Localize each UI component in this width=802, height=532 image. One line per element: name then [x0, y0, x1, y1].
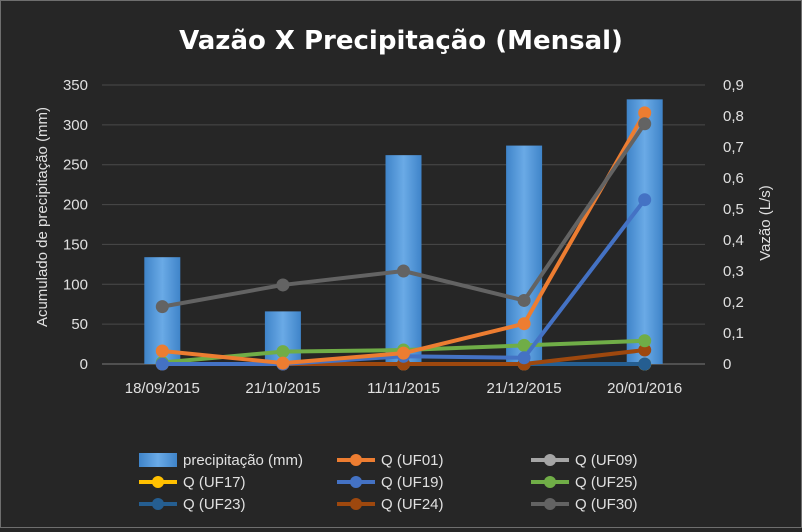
precipitation-bar [385, 155, 422, 364]
legend-label: Q (UF01) [381, 452, 444, 469]
right-tick-label: 0,8 [723, 108, 744, 125]
legend-label: Q (UF19) [381, 474, 444, 491]
legend-swatch-marker [350, 476, 362, 488]
legend-swatch-marker [544, 498, 556, 510]
legend: precipitação (mm) Q (UF01) Q (UF09) Q (UF17… [139, 452, 638, 513]
legend-swatch-marker [152, 498, 164, 510]
flow-series-lines [155, 106, 652, 371]
x-axis-ticks: 18/09/2015 21/10/2015 11/11/2015 21/12/2015… [125, 380, 682, 397]
legend-swatch-bar [139, 453, 177, 467]
legend-swatch-marker [350, 454, 362, 466]
right-tick-label: 0,4 [723, 232, 744, 249]
right-tick-label: 0,7 [723, 139, 744, 156]
x-tick-label: 18/09/2015 [125, 380, 200, 397]
legend-swatch-marker [152, 476, 164, 488]
legend-label: Q (UF17) [183, 474, 246, 491]
right-tick-label: 0,1 [723, 325, 744, 342]
left-tick-label: 250 [63, 157, 88, 174]
x-tick-label: 21/10/2015 [245, 380, 320, 397]
right-tick-label: 0,6 [723, 170, 744, 187]
legend-label: Q (UF24) [381, 496, 444, 513]
series-point [155, 300, 169, 314]
left-tick-label: 200 [63, 197, 88, 214]
series-point [517, 317, 531, 331]
x-tick-label: 21/12/2015 [487, 380, 562, 397]
precipitation-bar [506, 145, 543, 364]
series-point [155, 344, 169, 358]
legend-swatch-marker [350, 498, 362, 510]
series-point [276, 345, 290, 359]
legend-swatch-marker [544, 476, 556, 488]
right-tick-label: 0,3 [723, 263, 744, 280]
x-tick-label: 20/01/2016 [607, 380, 682, 397]
series-point [638, 106, 652, 120]
legend-swatch-marker [544, 454, 556, 466]
left-tick-label: 50 [71, 316, 88, 333]
left-axis-ticks: 0 50 100 150 200 250 300 350 [63, 77, 88, 373]
left-tick-label: 300 [63, 117, 88, 134]
series-point [397, 346, 410, 360]
series-point [397, 264, 410, 278]
right-axis-ticks: 0 0,1 0,2 0,3 0,4 0,5 0,6 0,7 0,8 0,9 [723, 77, 744, 373]
x-tick-label: 11/11/2015 [367, 380, 440, 397]
right-axis-label: Vazão (L/s) [757, 185, 774, 261]
series-point [276, 356, 290, 370]
left-tick-label: 350 [63, 77, 88, 94]
series-point [638, 117, 652, 131]
series-point [638, 193, 652, 207]
legend-label: Q (UF25) [575, 474, 638, 491]
series-point [276, 278, 290, 292]
series-point [517, 293, 531, 307]
right-tick-label: 0 [723, 356, 731, 373]
legend-label: Q (UF23) [183, 496, 246, 513]
series-point [517, 351, 531, 365]
series-point [638, 357, 652, 371]
chart-title: Vazão X Precipitação (Mensal) [179, 26, 623, 56]
right-tick-label: 0,2 [723, 294, 744, 311]
right-tick-label: 0,9 [723, 77, 744, 94]
left-tick-label: 100 [63, 276, 88, 293]
legend-label: precipitação (mm) [183, 452, 303, 469]
left-tick-label: 0 [80, 356, 88, 373]
left-tick-label: 150 [63, 236, 88, 253]
series-point [155, 357, 169, 371]
right-tick-label: 0,5 [723, 201, 744, 218]
legend-label: Q (UF30) [575, 496, 638, 513]
legend-label: Q (UF09) [575, 452, 638, 469]
series-point [638, 334, 652, 348]
left-axis-label: Acumulado de precipitação (mm) [34, 107, 51, 327]
